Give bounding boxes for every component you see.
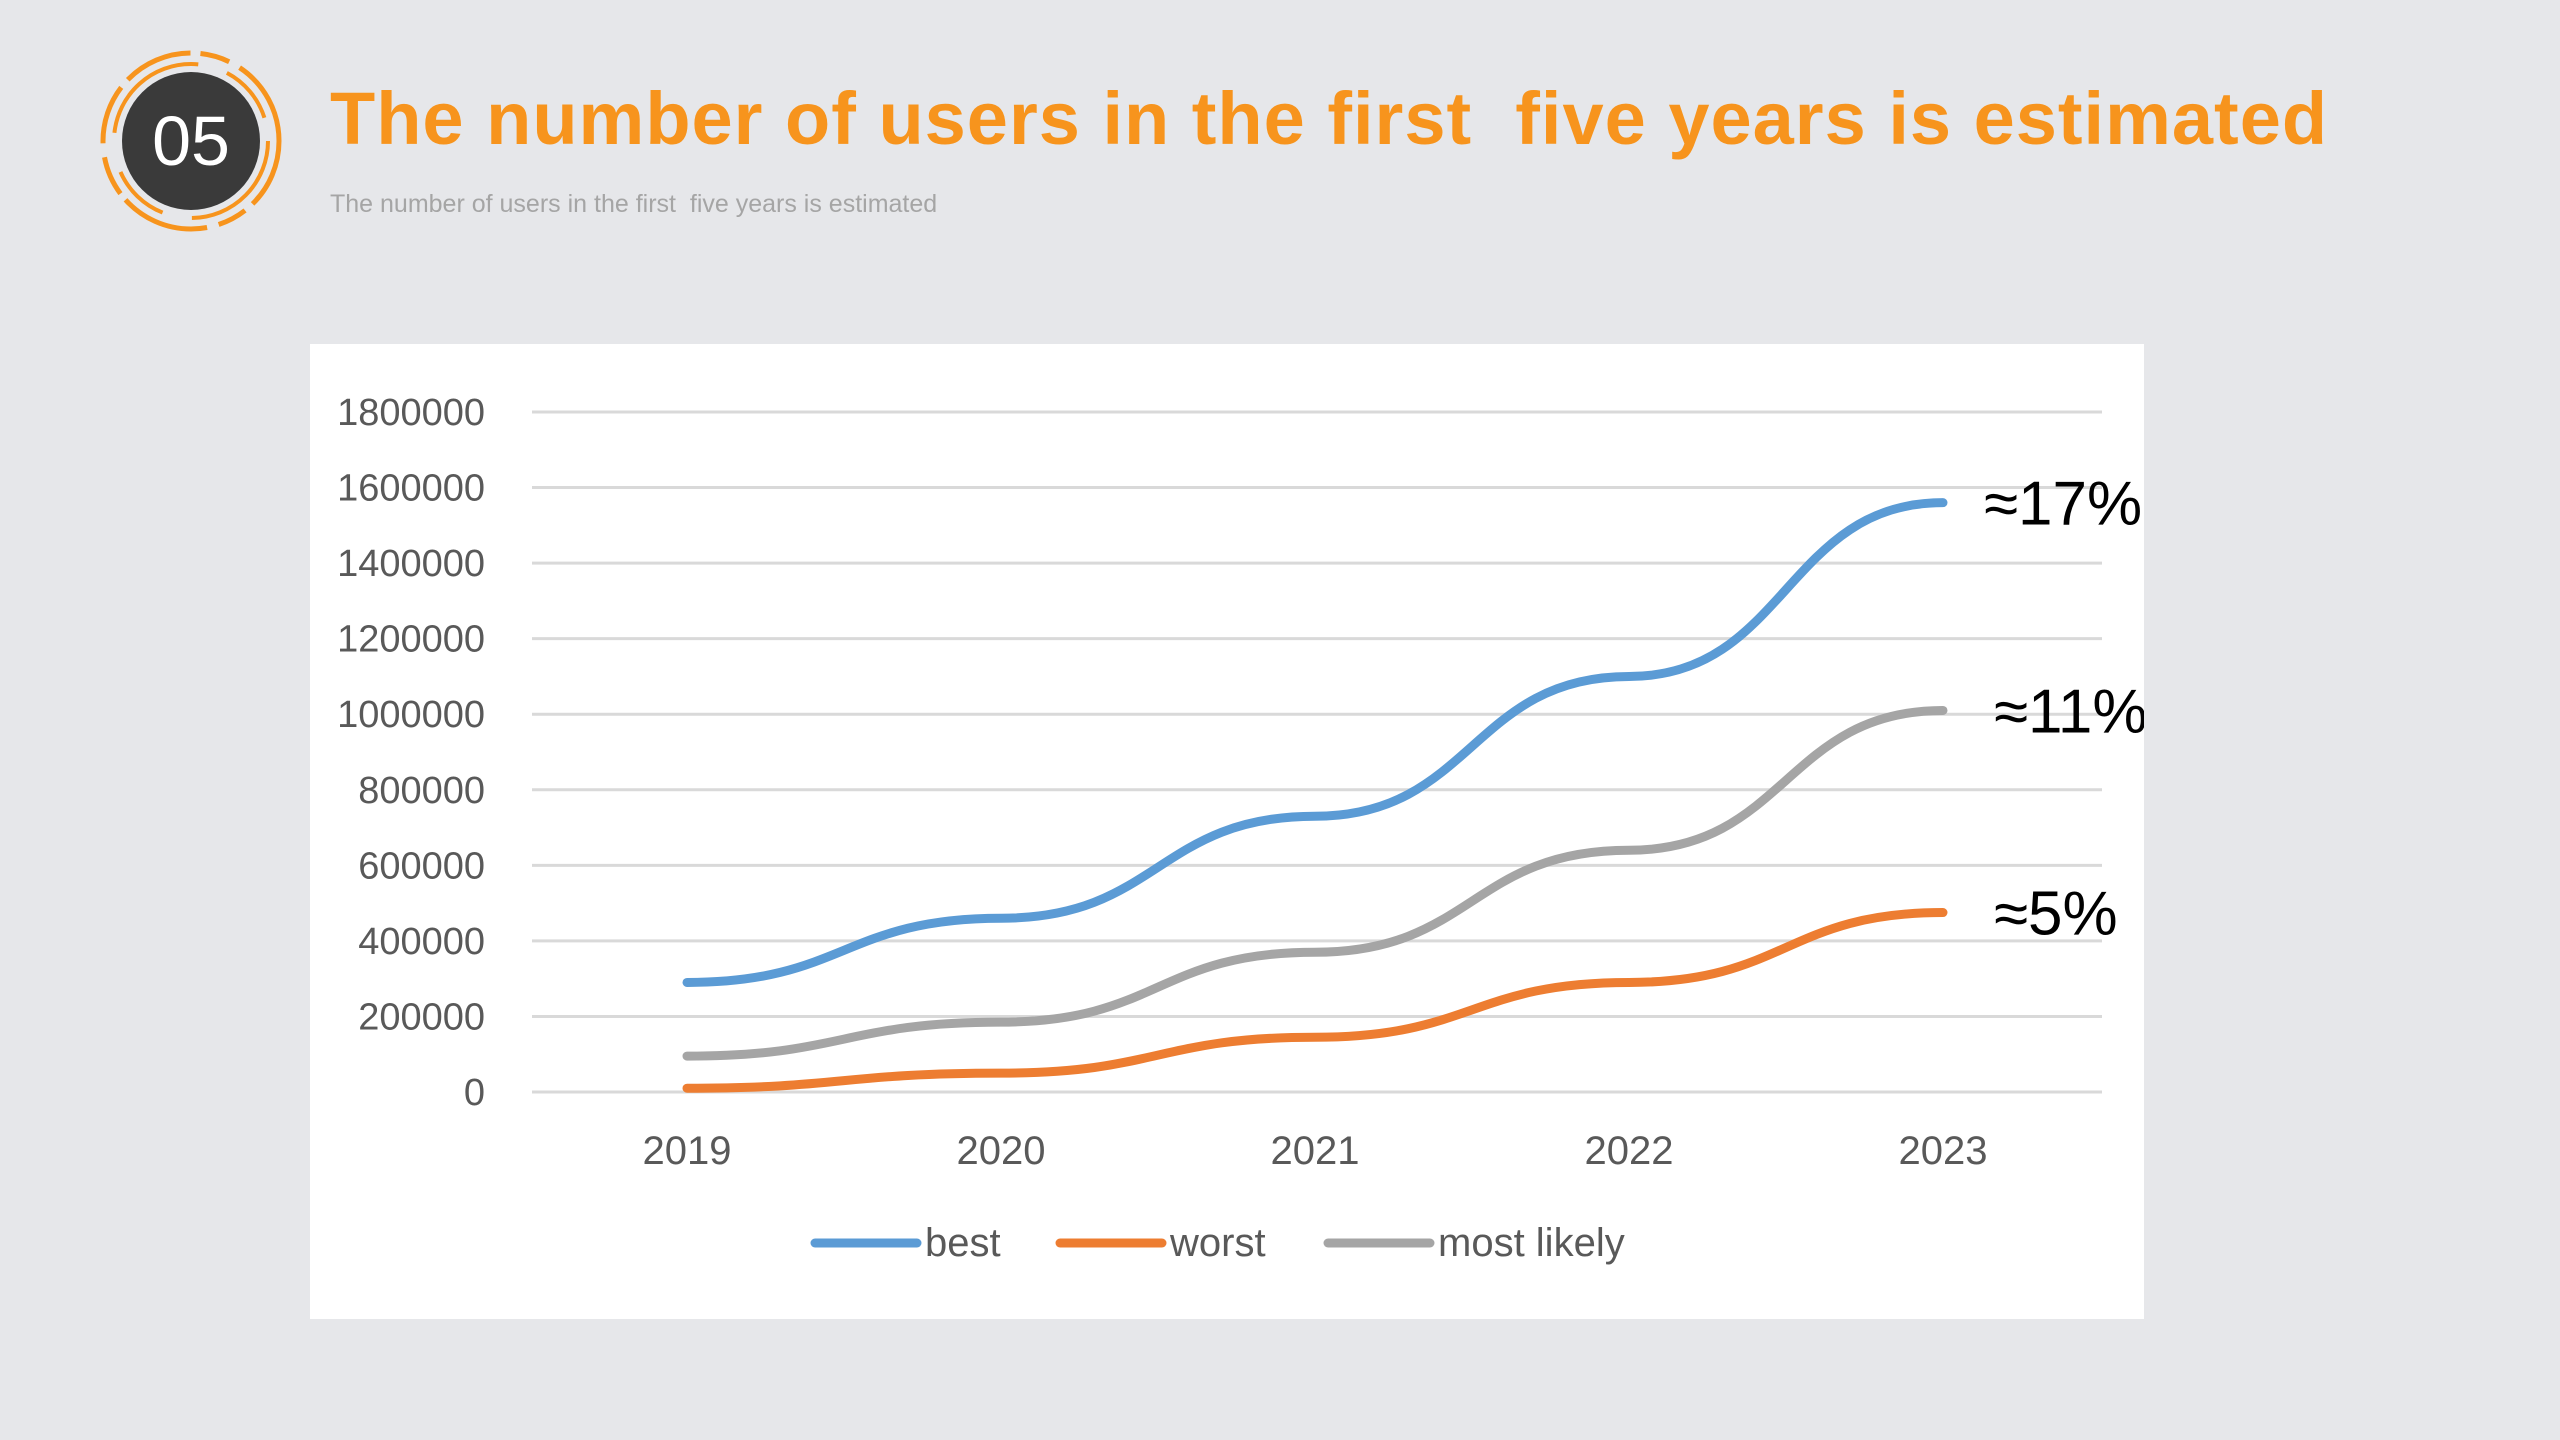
- x-tick-label: 2023: [1899, 1129, 1988, 1173]
- growth-annotation: ≈11%: [1994, 677, 2144, 746]
- y-tick-label: 1800000: [337, 392, 485, 434]
- y-tick-label: 1000000: [337, 694, 485, 736]
- y-tick-label: 0: [464, 1072, 485, 1114]
- y-tick-label: 600000: [358, 845, 485, 887]
- legend-label-most-likely: most likely: [1438, 1221, 1625, 1265]
- x-tick-label: 2022: [1585, 1129, 1674, 1173]
- section-number: 05: [152, 102, 230, 180]
- x-tick-label: 2021: [1271, 1129, 1360, 1173]
- series-line-best: [682, 498, 1948, 987]
- y-tick-label: 200000: [358, 996, 485, 1038]
- legend-label-best: best: [925, 1221, 1001, 1265]
- series-line-worst: [682, 908, 1948, 1093]
- y-tick-label: 1400000: [337, 543, 485, 585]
- x-tick-label: 2019: [643, 1129, 732, 1173]
- legend-label-worst: worst: [1169, 1221, 1266, 1265]
- y-tick-label: 800000: [358, 770, 485, 812]
- badge-ring-icon: [100, 50, 282, 232]
- section-badge: 05: [98, 48, 284, 234]
- line-chart: 0 200000 400000 600000 800000 1000000 1200000 1…: [337, 392, 2144, 1265]
- y-tick-label: 400000: [358, 921, 485, 963]
- growth-annotation: ≈17%: [1984, 470, 2142, 539]
- page-subtitle: The number of users in the first five ye…: [330, 190, 938, 218]
- series-line-most-likely: [682, 705, 1948, 1061]
- growth-annotation: ≈5%: [1994, 880, 2118, 949]
- x-tick-label: 2020: [957, 1129, 1046, 1173]
- chart-panel: 0 200000 400000 600000 800000 1000000 1200000 1…: [310, 344, 2144, 1319]
- y-tick-label: 1200000: [337, 619, 485, 661]
- y-tick-label: 1600000: [337, 468, 485, 510]
- page-title: The number of users in the first five ye…: [330, 77, 2329, 160]
